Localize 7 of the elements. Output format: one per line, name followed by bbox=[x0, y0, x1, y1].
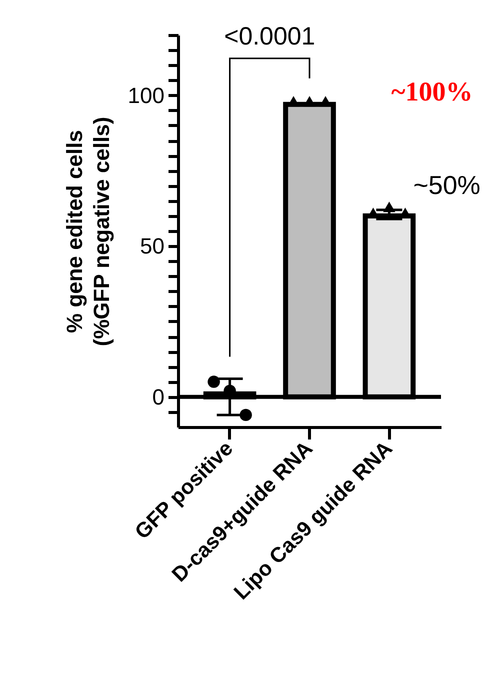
y-tick-label: 0 bbox=[152, 384, 164, 410]
annotation: ~50% bbox=[413, 170, 480, 200]
y-tick-label: 100 bbox=[128, 82, 164, 108]
annotation: ~100% bbox=[391, 76, 473, 106]
annotation: <0.0001 bbox=[224, 22, 316, 50]
y-axis-title: % gene edited cells (%GFP negative cells) bbox=[62, 116, 114, 346]
y-tick-label: 50 bbox=[140, 234, 164, 259]
